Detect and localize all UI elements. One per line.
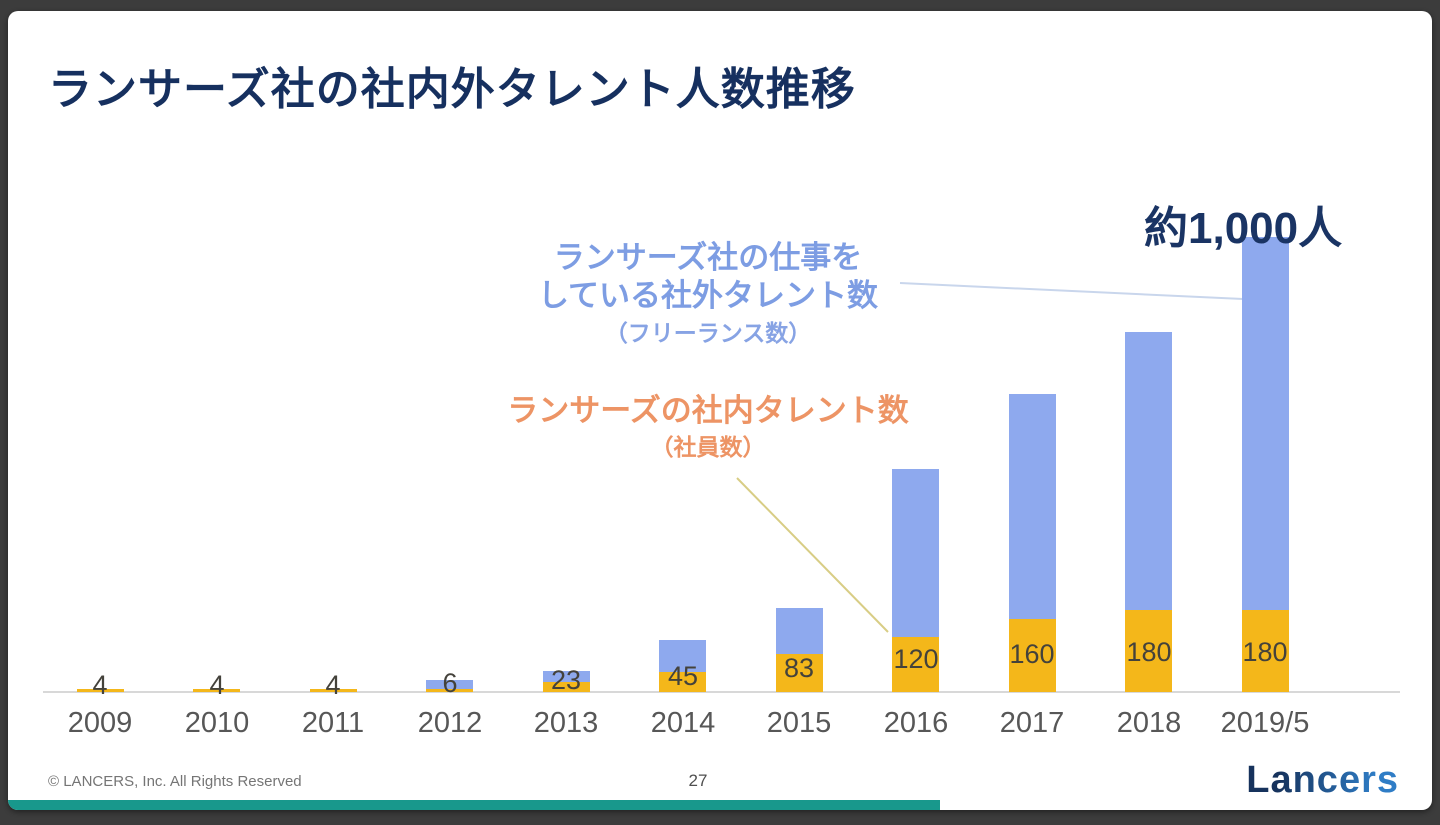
- bar-internal-2016: [892, 637, 939, 692]
- legend-external-talent: ランサーズ社の仕事を している社外タレント数 （フリーランス数）: [408, 239, 1008, 348]
- bar-external-2016: [892, 469, 939, 637]
- bar-internal-2015: [776, 654, 823, 692]
- legend-internal-talent: ランサーズの社内タレント数 （社員数）: [408, 392, 1008, 462]
- x-axis-label-2012: 2012: [417, 707, 483, 739]
- bar-external-2019/5: [1242, 237, 1289, 610]
- x-axis-label-2019/5: 2019/5: [1220, 707, 1310, 739]
- x-axis-label-2010: 2010: [184, 707, 250, 739]
- bar-value-label-2016: 120: [893, 644, 939, 674]
- legend-internal-line1: ランサーズの社内タレント数: [507, 393, 909, 428]
- legend-external-line1: ランサーズ社の仕事を: [553, 240, 863, 275]
- bar-value-label-2015: 83: [783, 653, 815, 683]
- bar-internal-2011: [310, 689, 357, 692]
- x-axis-label-2018: 2018: [1116, 707, 1182, 739]
- bar-external-2013: [543, 671, 590, 682]
- legend-internal-sub: （社員数）: [650, 434, 766, 460]
- x-axis-label-2015: 2015: [766, 707, 832, 739]
- slide-title: ランサーズ社の社内外タレント人数推移: [48, 65, 856, 114]
- bar-internal-2010: [193, 689, 240, 692]
- bar-value-label-2017: 160: [1009, 639, 1055, 669]
- bar-external-2017: [1009, 394, 1056, 619]
- x-axis-label-2014: 2014: [650, 707, 716, 739]
- presentation-slide: ランサーズ社の社内外タレント人数推移 ランサーズ社の仕事を している社外タレント…: [8, 11, 1432, 810]
- lancers-logo: Lancers: [1246, 759, 1399, 801]
- bar-external-2012: [426, 680, 473, 689]
- bar-internal-2014: [659, 672, 706, 692]
- bar-value-label-2012: 6: [442, 668, 458, 698]
- x-axis-label-2017: 2017: [999, 707, 1065, 739]
- bar-internal-2009: [77, 689, 124, 692]
- footer-accent-bar: [8, 800, 940, 810]
- bar-value-label-2018: 180: [1126, 637, 1172, 667]
- bar-value-label-2009: 4: [92, 670, 108, 700]
- bar-value-label-2010: 4: [209, 670, 225, 700]
- x-axis-line: [43, 691, 1400, 693]
- x-axis-label-2011: 2011: [301, 707, 365, 739]
- legend-external-sub: （フリーランス数）: [604, 320, 812, 346]
- stacked-bar-chart: 4 2009 4 2010 4 2011 6 2012 23 2013 45 2014 83 2015 12…: [8, 11, 1432, 810]
- bar-internal-2013: [543, 682, 590, 692]
- bar-internal-2012: [426, 689, 473, 692]
- bar-internal-2019/5: [1242, 610, 1289, 692]
- page-number: 27: [688, 771, 708, 790]
- bar-value-label-2011: 4: [325, 670, 341, 700]
- bar-external-2014: [659, 640, 706, 672]
- bar-external-2018: [1125, 332, 1172, 610]
- bar-internal-2018: [1125, 610, 1172, 692]
- bar-internal-2017: [1009, 619, 1056, 692]
- total-annotation: 約1,000人: [1144, 204, 1343, 253]
- x-axis-label-2009: 2009: [67, 707, 133, 739]
- x-axis-label-2013: 2013: [533, 707, 599, 739]
- bar-value-label-2013: 23: [550, 665, 582, 695]
- copyright-text: © LANCERS, Inc. All Rights Reserved: [48, 773, 302, 790]
- x-axis-label-2016: 2016: [883, 707, 949, 739]
- bar-value-label-2014: 45: [667, 661, 699, 691]
- bar-value-label-2019/5: 180: [1242, 637, 1288, 667]
- legend-external-line2: している社外タレント数: [537, 278, 879, 313]
- bar-external-2015: [776, 608, 823, 654]
